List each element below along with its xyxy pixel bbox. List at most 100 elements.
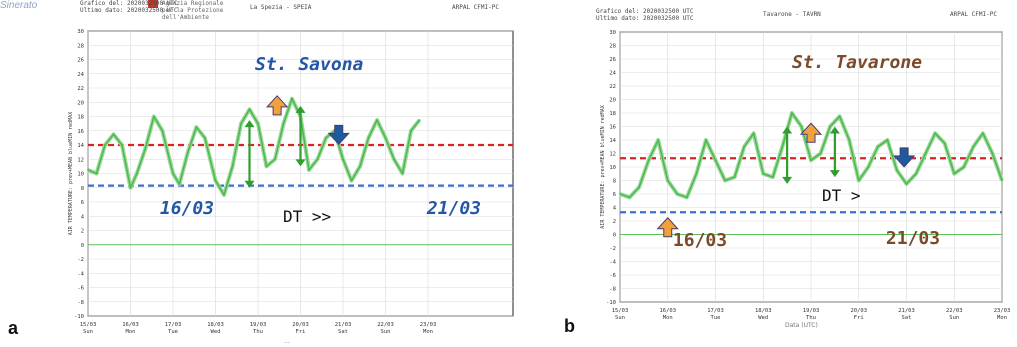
arrow-head-down-icon xyxy=(782,176,793,184)
arrow-head-down-icon xyxy=(829,170,840,178)
series-point xyxy=(619,193,621,195)
x-tick-day: Thu xyxy=(253,329,263,335)
series-point xyxy=(982,132,984,135)
series-point xyxy=(991,152,994,155)
panel-letter: a xyxy=(8,318,19,338)
series-point xyxy=(325,136,327,139)
y-tick-label: 20 xyxy=(77,100,84,106)
series-point xyxy=(214,179,217,182)
x-tick-date: 16/03 xyxy=(659,308,676,314)
series-point xyxy=(257,122,259,125)
y-tick-label: 14 xyxy=(609,138,616,144)
series-point xyxy=(308,169,310,171)
x-tick-day: Fri xyxy=(296,329,306,335)
x-tick-day: Sun xyxy=(949,315,959,321)
y-tick-label: -6 xyxy=(77,286,84,292)
series-point xyxy=(762,172,765,175)
y-tick-label: 28 xyxy=(77,43,84,49)
series-point xyxy=(934,132,937,135)
x-tick-day: Thu xyxy=(806,315,816,321)
x-tick-date: 17/03 xyxy=(707,308,724,314)
series-point xyxy=(291,97,293,100)
series-point xyxy=(876,145,879,148)
x-tick-date: 19/03 xyxy=(250,322,267,328)
x-tick-day: Wed xyxy=(211,329,221,335)
x-tick-date: 16/03 xyxy=(122,322,139,328)
series-point xyxy=(695,172,698,175)
series-point xyxy=(186,151,189,154)
series-point xyxy=(838,115,841,118)
x-tick-date: 23/03 xyxy=(994,308,1011,314)
series-point xyxy=(628,196,631,199)
arrow-head-up-icon xyxy=(295,105,306,113)
y-tick-label: 2 xyxy=(81,229,84,235)
x-tick-date: 22/03 xyxy=(377,322,394,328)
x-tick-day: Mon xyxy=(126,329,136,335)
series-point xyxy=(819,152,822,155)
x-tick-date: 15/03 xyxy=(612,308,629,314)
series-point xyxy=(350,179,353,182)
series-point xyxy=(1001,179,1003,182)
x-tick-date: 18/03 xyxy=(755,308,772,314)
y-tick-label: 0 xyxy=(613,233,616,239)
bottom-note: ... xyxy=(284,338,290,345)
header-agency: ARPAL CFMI-PC xyxy=(452,4,499,11)
header-agency: ARPAL CFMI-PC xyxy=(950,11,997,18)
y-tick-label: 10 xyxy=(609,165,616,171)
x-tick-date: 20/03 xyxy=(850,308,867,314)
y-tick-label: 30 xyxy=(77,29,84,35)
series-point xyxy=(638,186,640,189)
series-point xyxy=(705,139,707,141)
series-point xyxy=(359,165,361,168)
date-end-label: 21/03 xyxy=(426,198,481,219)
y-tick-label: 18 xyxy=(609,111,616,117)
series-point xyxy=(943,142,946,145)
series-point xyxy=(915,172,917,175)
x-tick-day: Mon xyxy=(663,315,673,321)
series-point xyxy=(231,165,234,168)
header-station: Tavarone - TAVRN xyxy=(763,11,821,18)
series-point xyxy=(829,125,831,128)
x-tick-date: 15/03 xyxy=(80,322,97,328)
series-point xyxy=(195,126,198,129)
date-start-label: 16/03 xyxy=(673,230,727,251)
series-point xyxy=(121,144,123,146)
series-point xyxy=(905,182,908,185)
header-station: La Spezia - SPEIA xyxy=(250,4,312,11)
chart-a-svg: -10-8-6-4-202468101214161820222426283015… xyxy=(68,29,514,335)
station-title: St. Savona xyxy=(255,54,364,75)
series-point xyxy=(393,158,395,161)
chart-b-svg: -10-8-6-4-202468101214161820222426283015… xyxy=(600,30,1011,321)
series-point xyxy=(962,166,965,168)
x-tick-date: 22/03 xyxy=(946,308,963,314)
series-point xyxy=(666,179,669,182)
series-point xyxy=(342,158,344,161)
y-axis-label: AIR TEMPERATURE: prev+MEAN blueMIN redMA… xyxy=(68,112,74,235)
x-tick-day: Sun xyxy=(83,329,93,335)
y-tick-label: 24 xyxy=(609,71,616,77)
series-point xyxy=(733,176,736,179)
series-point xyxy=(743,145,746,148)
y-tick-label: 4 xyxy=(613,206,617,212)
series-point xyxy=(129,186,132,189)
series-point xyxy=(685,196,688,199)
series-point xyxy=(203,136,206,139)
y-tick-label: 22 xyxy=(609,84,616,90)
dt-label: DT > xyxy=(822,186,861,205)
y-tick-label: 2 xyxy=(613,219,616,225)
series-point xyxy=(265,165,268,168)
x-tick-date: 20/03 xyxy=(292,322,309,328)
series-point xyxy=(867,166,870,168)
x-tick-date: 21/03 xyxy=(335,322,352,328)
x-tick-day: Sun xyxy=(615,315,625,321)
series-point xyxy=(924,152,927,155)
y-tick-label: 8 xyxy=(613,179,616,185)
x-tick-day: Sun xyxy=(381,329,391,335)
up-arrow-icon xyxy=(799,122,823,143)
down-arrow-icon xyxy=(327,124,350,146)
series-point xyxy=(152,115,155,118)
series-point xyxy=(401,172,404,175)
y-tick-label: 12 xyxy=(609,152,616,158)
x-tick-day: Sat xyxy=(338,329,348,335)
date-end-label: 21/03 xyxy=(886,228,940,249)
